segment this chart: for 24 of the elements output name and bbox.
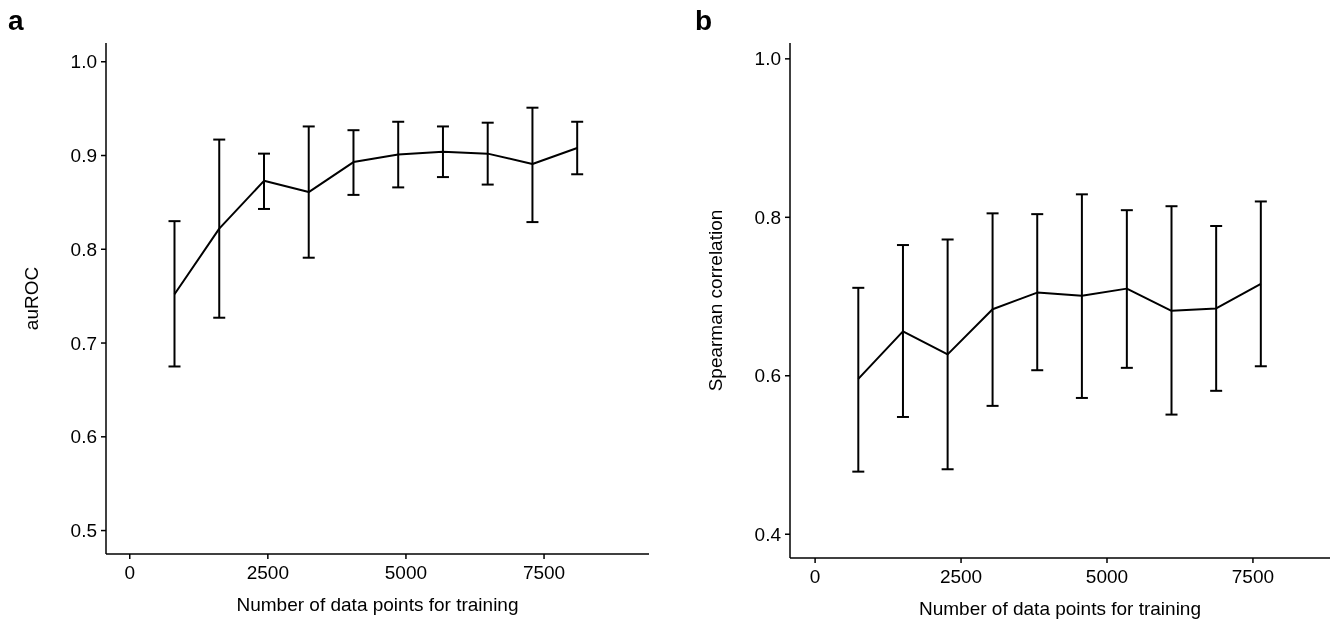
y-tick-label: 1.0 [70, 51, 97, 73]
y-axis-title: auROC [21, 266, 42, 331]
y-tick-label: 0.8 [754, 206, 781, 228]
x-tick-label: 2500 [246, 562, 289, 583]
x-tick-label: 2500 [939, 566, 983, 587]
y-tick-label: 0.6 [754, 365, 781, 387]
y-tick-label: 0.4 [754, 523, 782, 545]
x-tick-label: 0 [809, 566, 821, 587]
x-axis-title: Number of data points for training [919, 598, 1201, 619]
y-axis-title: Spearman correlation [705, 209, 726, 392]
x-axis-title: Number of data points for training [236, 594, 519, 615]
chart-title: a [8, 5, 24, 36]
y-tick-label: 0.8 [70, 238, 97, 260]
x-tick-label: 5000 [1085, 566, 1129, 587]
x-tick-label: 5000 [384, 562, 428, 583]
x-tick-label: 0 [124, 562, 136, 583]
y-tick-label: 0.6 [70, 426, 97, 448]
y-tick-label: 0.7 [70, 332, 97, 354]
x-tick-label: 7500 [522, 562, 566, 583]
chart-title: b [695, 5, 713, 36]
x-tick-label: 7500 [1231, 566, 1275, 587]
y-tick-label: 1.0 [754, 48, 781, 70]
y-tick-label: 0.5 [70, 520, 97, 542]
y-tick-label: 0.9 [70, 145, 97, 167]
